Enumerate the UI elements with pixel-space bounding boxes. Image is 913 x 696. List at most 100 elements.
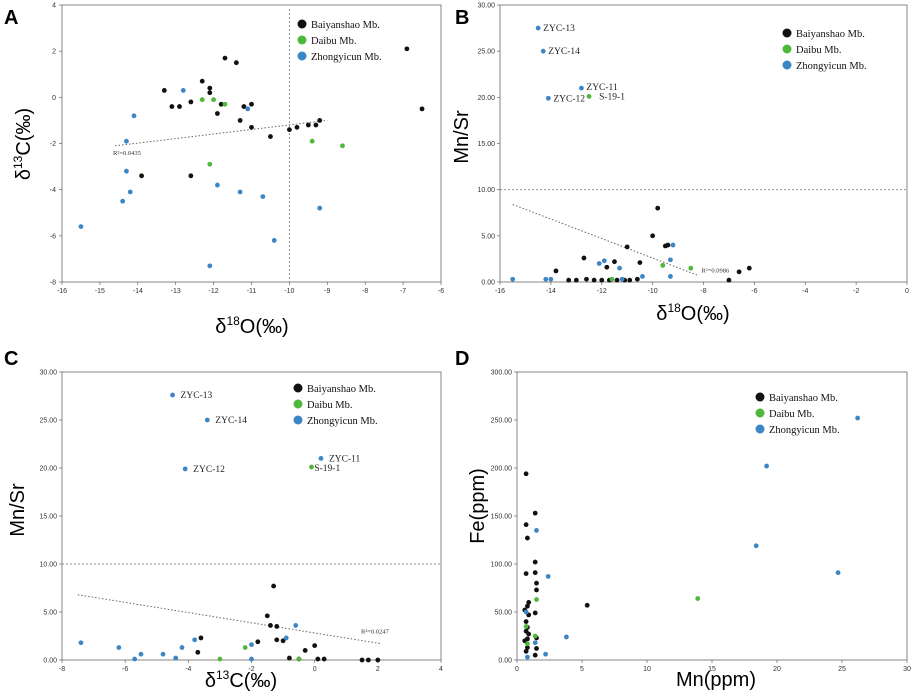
sample-label: ZYC-11: [586, 83, 618, 93]
point-baiyanshao-mb: [746, 265, 752, 271]
x-tick-label: -10: [284, 288, 294, 295]
trend-line: [512, 203, 699, 277]
point-baiyanshao-mb: [195, 649, 201, 655]
point-zhongyicun-mb: [617, 265, 622, 271]
x-tick-label: 4: [439, 666, 443, 673]
panel-letter: B: [455, 7, 469, 29]
point-daibu-mb: [525, 641, 530, 647]
x-tick-label: -8: [59, 666, 65, 673]
point-baiyanshao-mb: [584, 276, 589, 282]
y-axis-title: Fe(ppm): [467, 468, 489, 544]
point-zhongyicun-mb: [124, 168, 129, 174]
point-daibu-mb: [532, 633, 538, 639]
panel-a: A -16 -15 -14 -13 -12 -11 -10 -9 -8 -7 -6 -8 -6 -4 -2 0 2…: [4, 3, 444, 296]
panel-letter: C: [4, 348, 18, 370]
point-baiyanshao-mb: [637, 260, 643, 266]
legend-marker: [297, 35, 307, 45]
point-baiyanshao-mb: [532, 559, 538, 565]
x-tick-label: -16: [57, 288, 67, 295]
y-axis-title: Mn/Sr: [451, 110, 473, 164]
sample-label: ZYC-14: [548, 47, 580, 57]
x-tick-label: -16: [495, 288, 505, 295]
point-zhongyicun-mb: [545, 574, 551, 579]
point-zhongyicun-mb: [182, 466, 188, 472]
point-daibu-mb: [199, 97, 205, 103]
point-baiyanshao-mb: [419, 106, 425, 112]
point-baiyanshao-mb: [321, 656, 327, 662]
point-baiyanshao-mb: [599, 277, 605, 283]
point-baiyanshao-mb: [274, 624, 280, 629]
legend-label: Baiyanshao Mb.: [307, 384, 376, 395]
point-daibu-mb: [523, 624, 529, 629]
point-baiyanshao-mb: [525, 645, 530, 650]
point-zhongyicun-mb: [127, 189, 133, 195]
y-tick-label: -4: [50, 187, 56, 194]
point-baiyanshao-mb: [271, 583, 277, 589]
sample-label: S-19-1: [599, 92, 625, 102]
point-zhongyicun-mb: [204, 417, 210, 423]
point-baiyanshao-mb: [526, 600, 532, 605]
x-tick-label: -8: [362, 288, 368, 295]
y-tick-label: 30.00: [477, 3, 495, 10]
y-tick-label: 30.00: [39, 370, 57, 377]
point-daibu-mb: [309, 464, 314, 470]
point-daibu-mb: [222, 101, 228, 107]
point-daibu-mb: [609, 276, 615, 282]
point-baiyanshao-mb: [280, 638, 286, 644]
y-tick-label: 200.00: [491, 466, 513, 473]
point-baiyanshao-mb: [199, 78, 205, 84]
x-tick-label: -12: [209, 288, 219, 295]
x-axis-title: δ18O(‰): [215, 314, 288, 338]
r-squared-label: R²=0.0247: [361, 629, 390, 636]
x-tick-label: -2: [248, 666, 254, 673]
point-zhongyicun-mb: [78, 224, 84, 230]
point-baiyanshao-mb: [726, 277, 732, 283]
legend-marker: [297, 19, 307, 29]
point-zhongyicun-mb: [245, 106, 251, 112]
x-tick-label: -11: [247, 288, 257, 295]
point-baiyanshao-mb: [207, 90, 213, 96]
legend-marker: [782, 60, 792, 70]
point-baiyanshao-mb: [294, 124, 300, 130]
point-daibu-mb: [695, 596, 701, 601]
point-zhongyicun-mb: [668, 257, 673, 263]
point-baiyanshao-mb: [274, 637, 280, 643]
x-tick-label: 2: [376, 666, 380, 673]
point-baiyanshao-mb: [287, 655, 292, 661]
legend-label: Baiyanshao Mb.: [769, 393, 838, 404]
x-tick-label: -15: [95, 288, 105, 295]
point-baiyanshao-mb: [268, 623, 273, 628]
point-zhongyicun-mb: [764, 463, 769, 469]
y-tick-label: -6: [50, 233, 56, 240]
panel-b: B -16 -14 -12 -10 -8 -6 -4 -2 0 0.00 5.00 10.00 15.00…: [455, 3, 909, 296]
point-zhongyicun-mb: [192, 637, 198, 643]
y-tick-label: 10.00: [477, 187, 495, 194]
point-baiyanshao-mb: [305, 122, 311, 128]
y-tick-label: 25.00: [477, 49, 495, 56]
plot-frame: [516, 371, 908, 661]
point-zhongyicun-mb: [78, 640, 84, 646]
x-tick-label: 5: [580, 666, 584, 673]
x-tick-label: 0: [905, 288, 909, 295]
x-tick-label: 30: [903, 666, 911, 673]
point-zhongyicun-mb: [753, 543, 759, 549]
point-baiyanshao-mb: [359, 657, 365, 663]
point-baiyanshao-mb: [177, 104, 182, 109]
point-zhongyicun-mb: [835, 570, 841, 576]
point-zhongyicun-mb: [855, 415, 860, 421]
legend-label: Daibu Mb.: [311, 36, 357, 47]
point-zhongyicun-mb: [525, 654, 530, 660]
point-zhongyicun-mb: [668, 274, 673, 279]
point-baiyanshao-mb: [313, 122, 319, 128]
point-baiyanshao-mb: [241, 104, 247, 109]
legend-marker: [755, 408, 765, 418]
x-tick-label: -6: [438, 288, 444, 295]
r-squared-label: R²=0.0986: [701, 268, 730, 275]
panel-d: D0 5 10 15 20 25 300.0050.00100.00150.00200.00…: [455, 348, 911, 673]
point-baiyanshao-mb: [218, 101, 224, 107]
sample-label: ZYC-11: [329, 454, 361, 464]
point-baiyanshao-mb: [534, 580, 539, 586]
point-daibu-mb: [242, 645, 248, 650]
y-tick-label: 150.00: [491, 514, 513, 521]
legend-label: Zhongyicun Mb.: [311, 52, 382, 63]
